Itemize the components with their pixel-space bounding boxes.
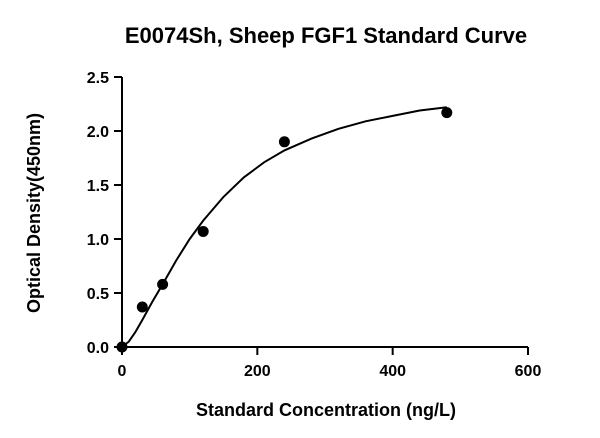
fit-curve-line — [121, 106, 447, 348]
x-tick-label: 200 — [244, 363, 271, 380]
y-tick-label: 0.0 — [87, 340, 109, 357]
plot-area: 0.0 0.5 1.0 1.5 2.0 2.5 0 200 400 600 — [87, 70, 542, 380]
chart-title: E0074Sh, Sheep FGF1 Standard Curve — [125, 23, 527, 48]
y-tick-label: 1.5 — [87, 178, 109, 195]
y-tick-label: 2.0 — [87, 124, 109, 141]
x-axis-label: Standard Concentration (ng/L) — [196, 400, 456, 420]
data-point — [136, 301, 148, 313]
x-tick-label: 0 — [118, 363, 127, 380]
x-tick-label: 400 — [379, 363, 406, 380]
y-tick-label: 2.5 — [87, 70, 109, 87]
y-tick-label: 0.5 — [87, 286, 109, 303]
data-point — [278, 136, 290, 148]
data-point — [441, 107, 453, 119]
y-axis-label: Optical Density(450nm) — [24, 113, 44, 313]
data-point — [197, 225, 209, 237]
data-point — [116, 341, 128, 353]
x-tick-label: 600 — [515, 363, 542, 380]
data-point — [157, 278, 169, 290]
y-tick-label: 1.0 — [87, 232, 109, 249]
